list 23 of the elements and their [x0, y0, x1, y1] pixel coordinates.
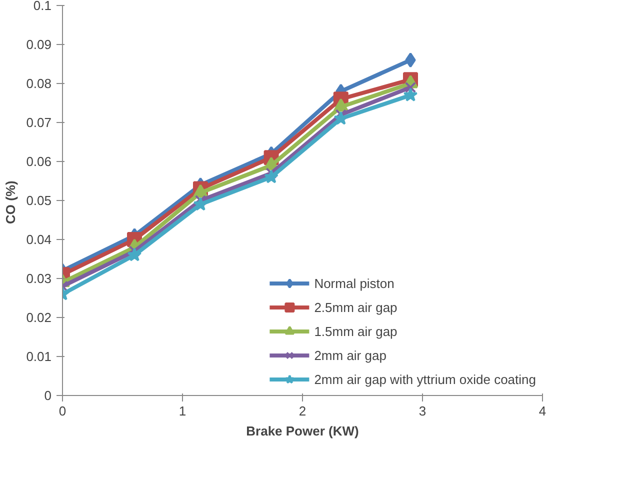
y-tick-label: 0	[44, 388, 52, 403]
y-tick-label: 0.08	[26, 76, 52, 91]
x-tick-label: 2	[298, 404, 306, 418]
legend-label: Normal piston	[314, 276, 394, 290]
legend-label: 2mm air gap	[314, 348, 386, 362]
legend-label: 2mm air gap with yttrium oxide coating	[314, 372, 536, 386]
y-tick-label: 0.03	[26, 271, 52, 286]
y-tick-label: 0.07	[26, 115, 52, 130]
legend-label: 1.5mm air gap	[314, 324, 398, 338]
y-tick-label: 0.04	[26, 232, 52, 247]
y-tick-label: 0.09	[26, 37, 52, 52]
x-tick-label: 1	[178, 404, 186, 418]
x-tick-label: 4	[538, 404, 546, 418]
y-tick-label: 0.02	[26, 310, 52, 325]
y-tick-label: 0.01	[26, 349, 52, 364]
x-tick-label: 3	[418, 404, 426, 418]
x-tick-label: 0	[58, 404, 66, 418]
y-tick-label: 0.1	[33, 0, 52, 13]
y-axis-title: CO (%)	[3, 180, 18, 224]
y-tick-label: 0.06	[26, 154, 52, 169]
legend-label: 2.5mm air gap	[314, 300, 398, 314]
y-tick-label: 0.05	[26, 193, 52, 208]
x-axis-title: Brake Power (KW)	[246, 424, 359, 438]
